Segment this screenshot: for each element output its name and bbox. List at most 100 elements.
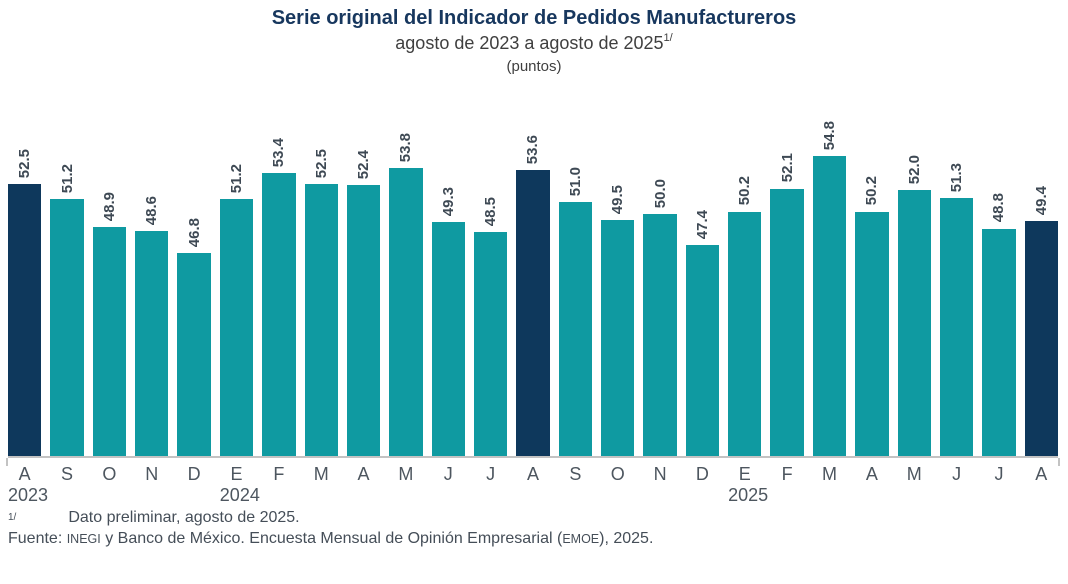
bar-value-label: 50.2 bbox=[736, 176, 754, 206]
bar-group: 51.2 bbox=[219, 164, 254, 456]
bar-group: 51.0 bbox=[558, 167, 593, 456]
x-axis-tick-cell: A bbox=[516, 464, 549, 506]
bar-group: 52.5 bbox=[304, 149, 338, 456]
bar-value-label: 53.6 bbox=[524, 135, 542, 165]
bar bbox=[812, 155, 847, 456]
bar-group: 48.5 bbox=[473, 196, 508, 456]
year-label-spacer bbox=[135, 484, 168, 506]
bar-group: 48.6 bbox=[135, 195, 169, 456]
bar-value-label: 52.4 bbox=[355, 149, 373, 179]
month-label: S bbox=[61, 464, 74, 484]
month-label: J bbox=[486, 464, 496, 484]
footnote-marker: 1/ bbox=[8, 512, 17, 523]
year-label-spacer bbox=[559, 484, 592, 506]
source-suffix: ), 2025. bbox=[599, 530, 654, 547]
month-label: O bbox=[102, 464, 117, 484]
bar-group: 49.4 bbox=[1024, 186, 1058, 456]
x-axis-tick-cell: M bbox=[305, 464, 338, 506]
month-label: M bbox=[906, 464, 922, 484]
x-axis-tick-cell: F bbox=[262, 464, 295, 506]
bar-group: 50.0 bbox=[643, 178, 677, 456]
month-label: J bbox=[994, 464, 1004, 484]
bar bbox=[262, 172, 296, 456]
bar bbox=[50, 199, 84, 456]
bar bbox=[177, 252, 211, 456]
bar-value-label: 52.0 bbox=[905, 154, 923, 184]
bar-value-label: 49.4 bbox=[1032, 186, 1050, 216]
bar bbox=[855, 211, 889, 456]
x-axis-tick-cell: A bbox=[1025, 464, 1058, 506]
bar-value-label: 46.8 bbox=[185, 217, 203, 247]
year-label-spacer bbox=[262, 484, 295, 506]
bar-value-label: 49.3 bbox=[439, 187, 457, 217]
month-label: A bbox=[526, 464, 539, 484]
axis-tick-left bbox=[6, 458, 8, 466]
month-label: D bbox=[695, 464, 709, 484]
x-axis-tick-cell: A bbox=[855, 464, 888, 506]
bar bbox=[304, 183, 338, 456]
x-axis-tick-cell: J bbox=[940, 464, 973, 506]
bar-group: 48.8 bbox=[982, 193, 1016, 456]
chart-subtitle-text: agosto de 2023 a agosto de 2025 bbox=[395, 33, 664, 53]
year-label: 2023 bbox=[8, 485, 49, 505]
bar bbox=[92, 227, 127, 456]
bar-value-label: 48.5 bbox=[482, 196, 500, 227]
bar bbox=[135, 230, 169, 456]
x-axis-tick-cell: M bbox=[898, 464, 931, 506]
year-label-spacer bbox=[474, 484, 507, 506]
month-label: J bbox=[952, 464, 962, 484]
x-axis-tick-cell: S bbox=[50, 464, 83, 506]
year-label-spacer bbox=[432, 484, 465, 506]
year-label: 2024 bbox=[219, 485, 260, 505]
bar-group: 49.5 bbox=[601, 185, 635, 456]
bar-group: 49.3 bbox=[431, 187, 465, 456]
bar-value-label: 53.8 bbox=[397, 132, 415, 163]
source-line: Fuente: INEGI y Banco de México. Encuest… bbox=[8, 528, 1068, 550]
bar-value-label: 51.3 bbox=[948, 163, 966, 193]
bar-group: 50.2 bbox=[855, 176, 889, 456]
bar-group: 48.9 bbox=[92, 192, 127, 456]
chart-header: Serie original del Indicador de Pedidos … bbox=[0, 0, 1068, 75]
subtitle-footnote-marker: 1/ bbox=[663, 32, 673, 44]
chart-subtitle: agosto de 2023 a agosto de 20251/ bbox=[0, 32, 1068, 54]
year-label-spacer bbox=[389, 484, 422, 506]
x-axis-tick-cell: O bbox=[601, 464, 634, 506]
x-axis-tick-cell: D bbox=[686, 464, 719, 506]
bar-group: 52.5 bbox=[8, 149, 42, 456]
year-label-spacer bbox=[601, 484, 634, 506]
year-label-spacer bbox=[643, 484, 676, 506]
bar bbox=[219, 199, 254, 456]
month-label: E bbox=[738, 464, 751, 484]
bar-chart: 52.5 51.2 48.9 48.6 46.8 51.2 53.4 52.5 52.4 53.8… bbox=[8, 75, 1058, 458]
bar-group: 47.4 bbox=[685, 210, 720, 456]
bar-group: 53.6 bbox=[516, 135, 550, 456]
bar-group: 51.2 bbox=[50, 164, 84, 456]
bar-value-label: 50.2 bbox=[863, 176, 881, 206]
bar bbox=[1024, 221, 1058, 456]
year-label-spacer bbox=[940, 484, 973, 506]
bar-group: 50.2 bbox=[728, 176, 762, 456]
x-axis-tick-cell: D bbox=[177, 464, 210, 506]
x-axis-tick-cell: J bbox=[474, 464, 507, 506]
month-label: M bbox=[398, 464, 414, 484]
bar bbox=[601, 220, 635, 456]
footnote-line: 1/Dato preliminar, agosto de 2025. bbox=[8, 508, 1068, 528]
bar-value-label: 51.2 bbox=[58, 164, 76, 194]
year-label-spacer bbox=[813, 484, 846, 506]
source-inegi: INEGI bbox=[66, 532, 101, 546]
year-label-spacer bbox=[686, 484, 719, 506]
year-label-spacer bbox=[347, 484, 380, 506]
bar-value-label: 52.1 bbox=[778, 153, 796, 183]
bar-value-label: 50.0 bbox=[651, 178, 669, 208]
bar-group: 46.8 bbox=[177, 217, 211, 456]
x-axis-tick-cell: N bbox=[135, 464, 168, 506]
month-label: S bbox=[569, 464, 582, 484]
month-label: E bbox=[230, 464, 243, 484]
month-label: O bbox=[610, 464, 625, 484]
bar-value-label: 48.6 bbox=[143, 195, 161, 225]
source-mid: y Banco de México. Encuesta Mensual de O… bbox=[100, 530, 563, 547]
bar bbox=[473, 232, 508, 456]
bar bbox=[897, 189, 931, 456]
year-label-spacer bbox=[305, 484, 338, 506]
